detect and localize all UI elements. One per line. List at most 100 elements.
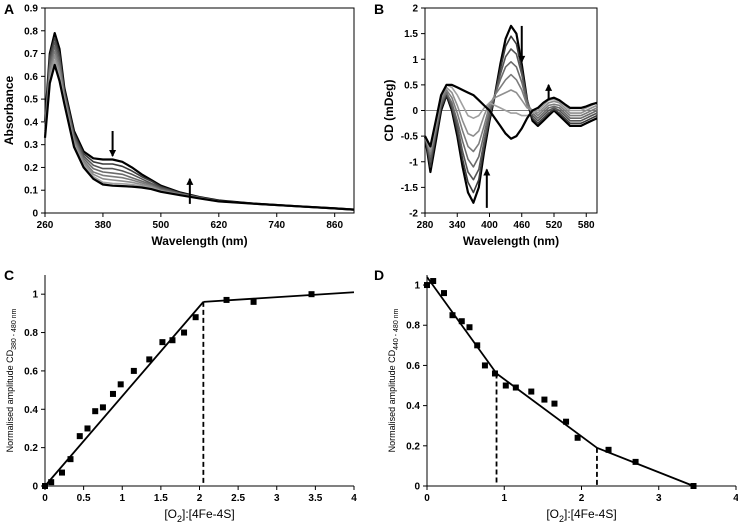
data-point [551, 400, 558, 407]
series-line [424, 48, 598, 181]
data-point [109, 390, 116, 397]
y-tick-label: 0.8 [24, 328, 38, 339]
x-tick-label: 0.5 [77, 493, 91, 504]
data-point [169, 337, 176, 344]
data-point [502, 382, 509, 389]
x-tick-label: 860 [326, 220, 343, 231]
series-line [424, 35, 598, 194]
panel-letter: C [4, 267, 14, 283]
y-tick-label: 0.2 [406, 441, 420, 452]
series-line [424, 83, 598, 148]
data-point [563, 418, 570, 425]
series-line [44, 59, 355, 211]
data-point [250, 298, 257, 305]
x-tick-label: 400 [481, 220, 498, 231]
data-point [92, 408, 99, 415]
series-line [44, 36, 355, 211]
series-line [43, 31, 355, 211]
panel-c: C0 0.5 1 1.5 2 2.5 3 3.5 400.20.40.60.81[O2]:[4F… [4, 267, 357, 524]
data-point [491, 370, 498, 377]
data-point [99, 404, 106, 411]
x-tick-label: 0 [42, 493, 48, 504]
series-line [424, 73, 598, 155]
panel-letter: B [374, 1, 384, 17]
y-tick-label: 1.5 [404, 29, 418, 40]
y-tick-label: 0.5 [24, 95, 38, 106]
data-point [440, 290, 447, 297]
x-axis-label: Wavelength (nm) [151, 234, 247, 248]
data-point [424, 282, 430, 289]
data-point [223, 296, 230, 303]
y-axis-label: Absorbance [2, 76, 16, 146]
data-point [159, 339, 166, 346]
data-point [308, 291, 315, 298]
series-line [44, 41, 355, 211]
x-tick-label: 4 [351, 493, 357, 504]
y-tick-label: 1 [32, 290, 38, 301]
x-axis-label-part: [O [546, 507, 559, 521]
x-tick-label: 3 [656, 493, 662, 504]
y-axis-label-part: Normalised amplitude CD [387, 349, 397, 452]
series-line [44, 50, 355, 211]
x-axis-label-subscript: 2 [177, 514, 182, 524]
data-point [632, 458, 639, 465]
y-tick-label: 0.5 [404, 80, 418, 91]
y-tick-label: 0.6 [24, 72, 38, 83]
y-tick-label: -0.5 [401, 132, 419, 143]
fit-line [495, 372, 598, 449]
x-tick-label: 280 [417, 220, 434, 231]
x-tick-label: 500 [153, 220, 170, 231]
y-tick-label: 1 [412, 55, 418, 66]
data-point [130, 367, 137, 374]
x-axis-label: [O2]:[4Fe-4S] [546, 507, 616, 524]
x-tick-label: 1 [119, 493, 125, 504]
panel-b: B 280 340 400 460 520 580 -2 -1.5 -1 -0.5 0 0.5 1 1.5 2… [374, 1, 598, 248]
y-axis-label: Normalised amplitude CD380 - 480 nm [5, 308, 18, 452]
y-tick-label: -2 [409, 209, 418, 220]
x-tick-label: 1 [501, 493, 507, 504]
y-tick-label: 0.8 [406, 321, 420, 332]
y-tick-label: 0.4 [406, 401, 420, 412]
data-point [192, 314, 199, 321]
y-axis-label: CD (mDeg) [382, 79, 396, 141]
x-tick-label: 460 [513, 220, 530, 231]
y-axis-label-part: Normalised amplitude CD [5, 349, 15, 452]
series-line [423, 24, 598, 204]
y-tick-label: 0.4 [24, 117, 38, 128]
data-point [449, 312, 456, 319]
x-tick-label: 4 [733, 493, 738, 504]
data-point [528, 388, 535, 395]
data-point [117, 381, 124, 388]
arrow-up-icon [483, 168, 491, 176]
data-point [58, 469, 65, 476]
data-point [690, 483, 697, 489]
y-tick-label: -1.5 [401, 183, 419, 194]
series-line [424, 86, 598, 153]
data-point [181, 329, 188, 336]
series-line [424, 60, 598, 168]
arrow-down-icon [518, 55, 526, 63]
data-point [474, 342, 481, 349]
y-tick-label: 0 [414, 482, 420, 493]
fit-line [426, 276, 498, 374]
y-tick-label: 0 [32, 209, 38, 220]
arrow-up-icon [186, 177, 194, 185]
x-tick-label: 580 [578, 220, 595, 231]
data-point [84, 425, 91, 432]
fit-line [44, 301, 205, 487]
x-axis-label-part: ]:[4Fe-4S] [182, 507, 235, 521]
y-tick-label: 0.2 [24, 163, 38, 174]
y-tick-label: 2 [412, 4, 418, 15]
y-axis-label-subscript: 440 - 480 nm [393, 308, 400, 349]
data-point [42, 483, 48, 489]
y-tick-label: 0.8 [24, 26, 38, 37]
plot-frame [44, 7, 355, 214]
x-tick-label: 520 [546, 220, 563, 231]
panel-a: A 260 380 500 620 740 860 0 0.1 0.2 0.3 0.4 0.5 0.6 0.… [2, 1, 355, 248]
fit-line [596, 446, 694, 487]
data-point [541, 396, 548, 403]
y-tick-label: 0.1 [24, 186, 38, 197]
series-line [424, 84, 598, 150]
arrow-up-icon [545, 83, 553, 91]
